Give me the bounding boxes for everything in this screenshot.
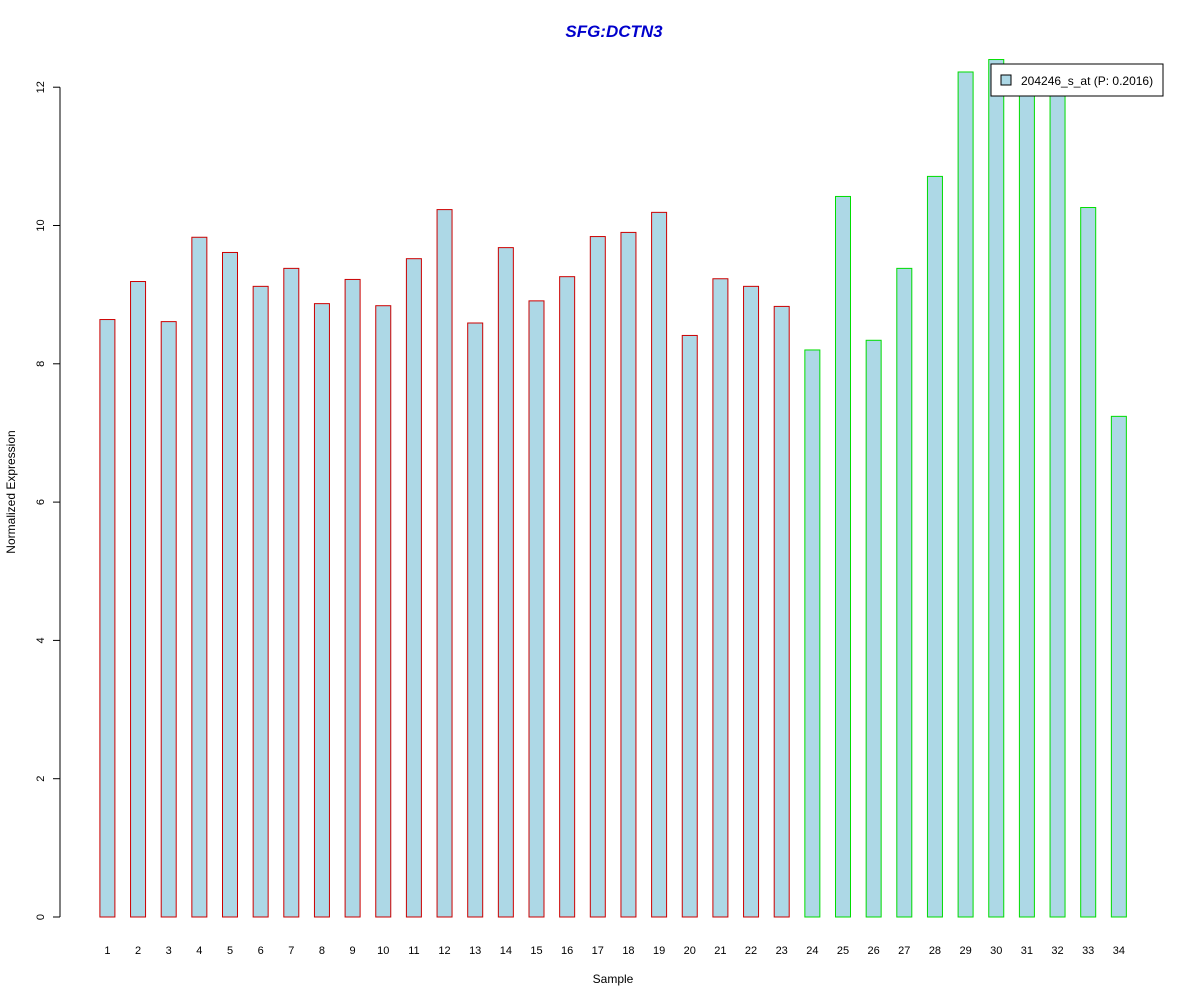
bar-sample-29 xyxy=(957,71,974,918)
x-tick-label: 19 xyxy=(653,945,665,957)
bar-sample-2 xyxy=(130,281,147,918)
bar-sample-32 xyxy=(1049,85,1066,918)
x-tick-label: 34 xyxy=(1113,945,1125,957)
x-tick-label: 9 xyxy=(350,945,356,957)
x-tick-label: 8 xyxy=(319,945,325,957)
bar-sample-10 xyxy=(375,305,392,918)
x-tick-label: 28 xyxy=(929,945,941,957)
y-tick-label: 10 xyxy=(35,219,47,231)
y-tick-label: 12 xyxy=(35,81,47,93)
bar-sample-6 xyxy=(252,285,269,918)
x-tick-label: 25 xyxy=(837,945,849,957)
bar-sample-5 xyxy=(222,251,238,918)
bar-sample-4 xyxy=(191,236,208,918)
bar-sample-1 xyxy=(99,319,116,918)
bar-sample-33 xyxy=(1080,207,1097,918)
bars-group xyxy=(99,59,1127,918)
bar-sample-26 xyxy=(865,339,882,918)
bar-sample-11 xyxy=(405,258,422,918)
legend: 204246_s_at (P: 0.2016) xyxy=(990,63,1164,97)
x-tick-label: 18 xyxy=(622,945,634,957)
bar-sample-21 xyxy=(712,278,729,918)
bar-sample-7 xyxy=(283,267,300,918)
bar-sample-15 xyxy=(528,300,545,918)
x-tick-label: 22 xyxy=(745,945,757,957)
bar-sample-28 xyxy=(926,175,943,918)
bar-sample-30 xyxy=(988,59,1005,918)
x-tick-label: 20 xyxy=(684,945,696,957)
legend-label: 204246_s_at (P: 0.2016) xyxy=(1021,74,1153,88)
legend-box xyxy=(990,63,1164,97)
bar-sample-23 xyxy=(773,305,790,918)
bar-sample-25 xyxy=(835,195,851,918)
x-tick-label: 6 xyxy=(258,945,264,957)
x-axis-tick-labels: 1 2 3 4 5 6 7 8 9 10 11 12 13 14 15 16 17 18 19 20 21 22 23 24 2… xyxy=(104,945,1125,957)
x-tick-label: 15 xyxy=(530,945,542,957)
x-tick-label: 30 xyxy=(990,945,1002,957)
x-axis-label: Sample xyxy=(593,972,634,986)
x-tick-label: 26 xyxy=(868,945,880,957)
bar-sample-27 xyxy=(896,267,913,918)
bar-sample-31 xyxy=(1018,88,1035,918)
bar-sample-24 xyxy=(804,349,821,918)
x-tick-label: 12 xyxy=(438,945,450,957)
bar-sample-34 xyxy=(1110,415,1127,918)
x-tick-label: 24 xyxy=(806,945,818,957)
x-tick-label: 3 xyxy=(166,945,172,957)
x-tick-label: 10 xyxy=(377,945,389,957)
x-tick-label: 17 xyxy=(592,945,604,957)
x-tick-label: 23 xyxy=(776,945,788,957)
x-tick-label: 1 xyxy=(104,945,110,957)
x-tick-label: 4 xyxy=(196,945,202,957)
legend-swatch xyxy=(1000,74,1012,86)
x-tick-label: 14 xyxy=(500,945,512,957)
x-tick-label: 27 xyxy=(898,945,910,957)
bar-sample-22 xyxy=(743,285,760,918)
bar-sample-13 xyxy=(467,322,484,918)
x-tick-label: 16 xyxy=(561,945,573,957)
y-axis: 0 2 4 6 8 10 12 xyxy=(35,81,61,920)
y-tick-label: 4 xyxy=(35,637,47,643)
x-tick-label: 33 xyxy=(1082,945,1094,957)
x-tick-label: 7 xyxy=(288,945,294,957)
bar-sample-3 xyxy=(160,321,177,918)
bar-sample-17 xyxy=(589,236,606,918)
x-tick-label: 13 xyxy=(469,945,481,957)
bar-sample-9 xyxy=(344,278,361,918)
y-tick-label: 8 xyxy=(35,361,47,367)
y-tick-label: 0 xyxy=(35,914,47,920)
bar-sample-20 xyxy=(681,334,698,918)
chart-title: SFG:DCTN3 xyxy=(565,22,663,41)
x-tick-label: 11 xyxy=(408,945,419,957)
bar-sample-19 xyxy=(651,211,668,918)
y-axis-label: Normalized Expression xyxy=(4,430,18,553)
bar-sample-8 xyxy=(313,303,330,918)
bar-sample-12 xyxy=(436,209,453,918)
bar-sample-14 xyxy=(497,247,514,918)
y-tick-label: 6 xyxy=(35,499,47,505)
bar-sample-16 xyxy=(559,276,576,918)
y-tick-label: 2 xyxy=(35,776,47,782)
x-tick-label: 31 xyxy=(1021,945,1033,957)
bar-sample-18 xyxy=(620,231,637,918)
x-tick-label: 29 xyxy=(959,945,971,957)
x-tick-label: 5 xyxy=(227,945,233,957)
x-tick-label: 32 xyxy=(1051,945,1063,957)
x-tick-label: 2 xyxy=(135,945,141,957)
x-tick-label: 21 xyxy=(714,945,726,957)
